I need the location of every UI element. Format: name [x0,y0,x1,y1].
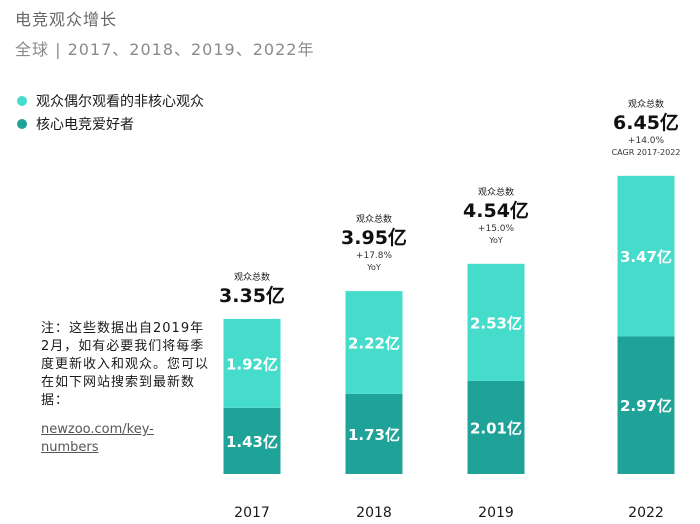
legend-item-casual: 观众偶尔观看的非核心观众 [17,89,204,112]
x-tick-label: 2019 [478,505,514,521]
footnote: 注：这些数据出自2019年2月，如有必要我们将每季度更新收入和观众。您可以在如下… [41,320,211,457]
total-value: 6.45亿 [613,111,679,134]
legend-swatch-casual [17,95,27,106]
x-tick-label: 2022 [628,505,664,521]
growth-rate: +17.8% [356,251,393,261]
total-value: 4.54亿 [463,199,529,222]
growth-unit: CAGR 2017-2022 [612,148,681,157]
legend-label-core: 核心电竞爱好者 [36,116,134,133]
bar-segment-casual [617,175,675,337]
bar-value-label: 1.73亿 [348,426,400,444]
total-header: 观众总数 [356,213,392,225]
bar-segment-core [223,407,281,474]
growth-rate: +14.0% [628,136,665,146]
total-header: 观众总数 [628,98,664,110]
bar-value-label: 2.01亿 [470,419,522,437]
total-header: 观众总数 [234,271,270,283]
bar-value-label: 2.22亿 [348,335,400,353]
footnote-link[interactable]: newzoo.com/key-numbers [41,422,154,455]
legend-label-casual: 观众偶尔观看的非核心观众 [36,93,204,110]
bar-value-label: 2.53亿 [470,314,522,332]
bar-value-label: 2.97亿 [620,397,672,415]
bar-value-label: 3.47亿 [620,248,672,266]
bar-segment-core [345,393,403,474]
total-value: 3.35亿 [219,284,285,307]
bar-segment-casual [345,291,403,394]
growth-unit: YoY [366,263,381,272]
x-tick-label: 2018 [356,505,392,521]
x-tick-label: 2017 [234,505,270,521]
growth-rate: +15.0% [478,224,515,234]
legend: 观众偶尔观看的非核心观众 核心电竞爱好者 [17,89,204,135]
legend-swatch-core [17,118,27,129]
chart-title: 电竞观众增长 [15,10,118,29]
legend-item-core: 核心电竞爱好者 [17,112,204,135]
bar-value-label: 1.92亿 [226,355,278,373]
bar-segment-core [467,380,525,474]
bar-segment-casual [467,263,525,381]
total-value: 3.95亿 [341,226,407,249]
bar-segment-casual [223,318,281,408]
footnote-text: 注：这些数据出自2019年2月，如有必要我们将每季度更新收入和观众。您可以在如下… [41,321,210,408]
growth-unit: YoY [488,236,503,245]
bar-segment-core [617,336,675,474]
chart-subtitle: 全球 | 2017、2018、2019、2022年 [15,40,315,59]
bar-value-label: 1.43亿 [226,433,278,451]
total-header: 观众总数 [478,186,514,198]
